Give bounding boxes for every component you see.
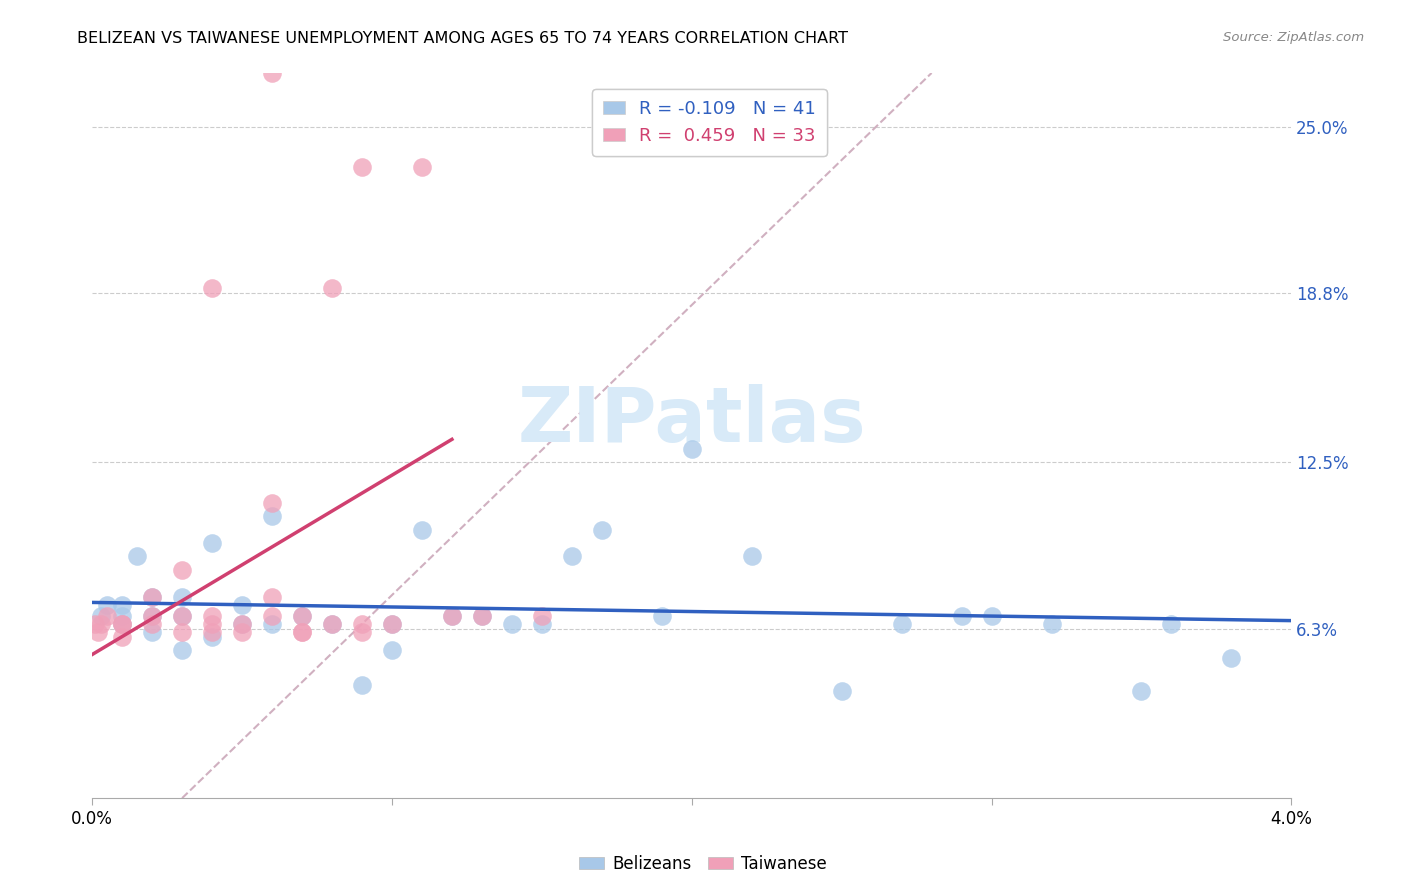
Point bbox=[111, 616, 134, 631]
Point bbox=[231, 624, 253, 639]
Point bbox=[260, 496, 283, 510]
Point bbox=[172, 643, 194, 657]
Point bbox=[440, 608, 463, 623]
Point bbox=[141, 616, 163, 631]
Point bbox=[87, 624, 110, 639]
Point bbox=[260, 66, 283, 80]
Point bbox=[321, 616, 343, 631]
Point bbox=[260, 590, 283, 604]
Legend: Belizeans, Taiwanese: Belizeans, Taiwanese bbox=[572, 848, 834, 880]
Point bbox=[1220, 651, 1243, 665]
Point bbox=[172, 624, 194, 639]
Point bbox=[201, 281, 224, 295]
Point bbox=[172, 563, 194, 577]
Point bbox=[260, 509, 283, 524]
Point bbox=[90, 616, 112, 631]
Point bbox=[411, 523, 433, 537]
Point bbox=[96, 608, 118, 623]
Point bbox=[350, 160, 373, 174]
Point bbox=[530, 616, 553, 631]
Point bbox=[291, 608, 314, 623]
Point bbox=[260, 608, 283, 623]
Point bbox=[201, 608, 224, 623]
Text: BELIZEAN VS TAIWANESE UNEMPLOYMENT AMONG AGES 65 TO 74 YEARS CORRELATION CHART: BELIZEAN VS TAIWANESE UNEMPLOYMENT AMONG… bbox=[77, 31, 848, 46]
Point bbox=[741, 549, 763, 564]
Point bbox=[471, 608, 494, 623]
Point bbox=[141, 590, 163, 604]
Point bbox=[890, 616, 912, 631]
Point bbox=[381, 616, 404, 631]
Point bbox=[980, 608, 1002, 623]
Point bbox=[350, 624, 373, 639]
Point bbox=[350, 616, 373, 631]
Point bbox=[127, 549, 149, 564]
Point bbox=[440, 608, 463, 623]
Point bbox=[530, 608, 553, 623]
Point bbox=[950, 608, 973, 623]
Point bbox=[141, 608, 163, 623]
Point bbox=[141, 608, 163, 623]
Point bbox=[231, 616, 253, 631]
Point bbox=[90, 608, 112, 623]
Point bbox=[201, 624, 224, 639]
Point bbox=[381, 616, 404, 631]
Point bbox=[111, 598, 134, 612]
Point bbox=[172, 590, 194, 604]
Point bbox=[141, 590, 163, 604]
Text: ZIPatlas: ZIPatlas bbox=[517, 384, 866, 458]
Point bbox=[350, 678, 373, 692]
Point bbox=[381, 643, 404, 657]
Point bbox=[141, 624, 163, 639]
Point bbox=[1130, 683, 1153, 698]
Point bbox=[201, 616, 224, 631]
Point bbox=[1160, 616, 1182, 631]
Point bbox=[291, 624, 314, 639]
Point bbox=[111, 616, 134, 631]
Point bbox=[591, 523, 613, 537]
Point bbox=[411, 160, 433, 174]
Point bbox=[172, 608, 194, 623]
Point bbox=[231, 616, 253, 631]
Point bbox=[201, 536, 224, 550]
Point bbox=[321, 616, 343, 631]
Point bbox=[831, 683, 853, 698]
Text: Source: ZipAtlas.com: Source: ZipAtlas.com bbox=[1223, 31, 1364, 45]
Point bbox=[681, 442, 703, 456]
Point bbox=[96, 598, 118, 612]
Point bbox=[651, 608, 673, 623]
Point bbox=[291, 624, 314, 639]
Point bbox=[111, 608, 134, 623]
Point bbox=[321, 281, 343, 295]
Point bbox=[172, 608, 194, 623]
Point bbox=[291, 608, 314, 623]
Point bbox=[111, 630, 134, 644]
Point bbox=[260, 616, 283, 631]
Point bbox=[84, 616, 107, 631]
Point bbox=[561, 549, 583, 564]
Point bbox=[1040, 616, 1063, 631]
Point bbox=[501, 616, 523, 631]
Point bbox=[111, 616, 134, 631]
Point bbox=[471, 608, 494, 623]
Point bbox=[231, 598, 253, 612]
Legend: R = -0.109   N = 41, R =  0.459   N = 33: R = -0.109 N = 41, R = 0.459 N = 33 bbox=[592, 89, 827, 156]
Point bbox=[201, 630, 224, 644]
